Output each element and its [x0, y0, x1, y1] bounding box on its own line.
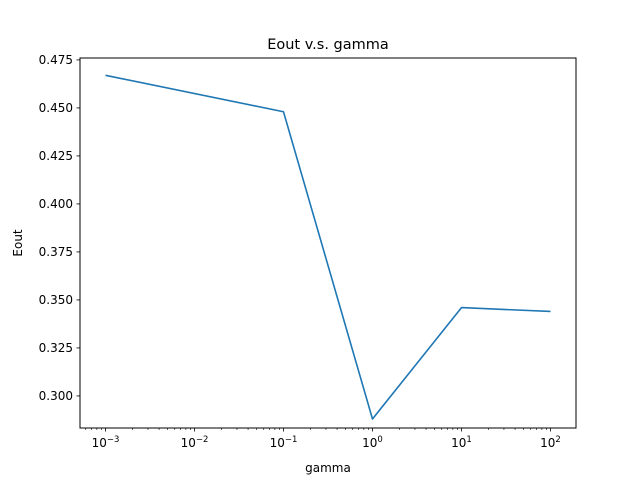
y-axis: 0.300 0.325 0.350 0.375 0.400 0.425 0.450 0.475 — [39, 53, 80, 403]
x-tick-label: 101 — [451, 435, 472, 450]
y-tick-label: 0.425 — [39, 149, 73, 163]
series-layer — [105, 74, 551, 420]
y-tick-label: 0.300 — [39, 389, 73, 403]
y-tick-label: 0.475 — [39, 53, 73, 67]
y-tick-label: 0.400 — [39, 197, 73, 211]
y-axis-label: Eout — [11, 229, 25, 257]
y-tick-label: 0.325 — [39, 341, 73, 355]
x-tick-label: 10−3 — [92, 435, 120, 450]
axes-background — [80, 58, 576, 428]
x-axis: 10−3 10−2 10−1 100 101 102 — [85, 428, 561, 450]
x-tick-label: 100 — [362, 435, 383, 450]
y-tick-label: 0.450 — [39, 101, 73, 115]
plot-area — [80, 58, 576, 428]
x-axis-label: gamma — [305, 461, 351, 475]
x-tick-label: 10−1 — [270, 435, 298, 450]
x-tick-label: 10−2 — [181, 435, 209, 450]
y-tick-label: 0.375 — [39, 245, 73, 259]
chart-title: Eout v.s. gamma — [267, 37, 389, 53]
axes-frame — [79, 57, 577, 429]
y-tick-label: 0.350 — [39, 293, 73, 307]
x-tick-label: 102 — [540, 435, 561, 450]
